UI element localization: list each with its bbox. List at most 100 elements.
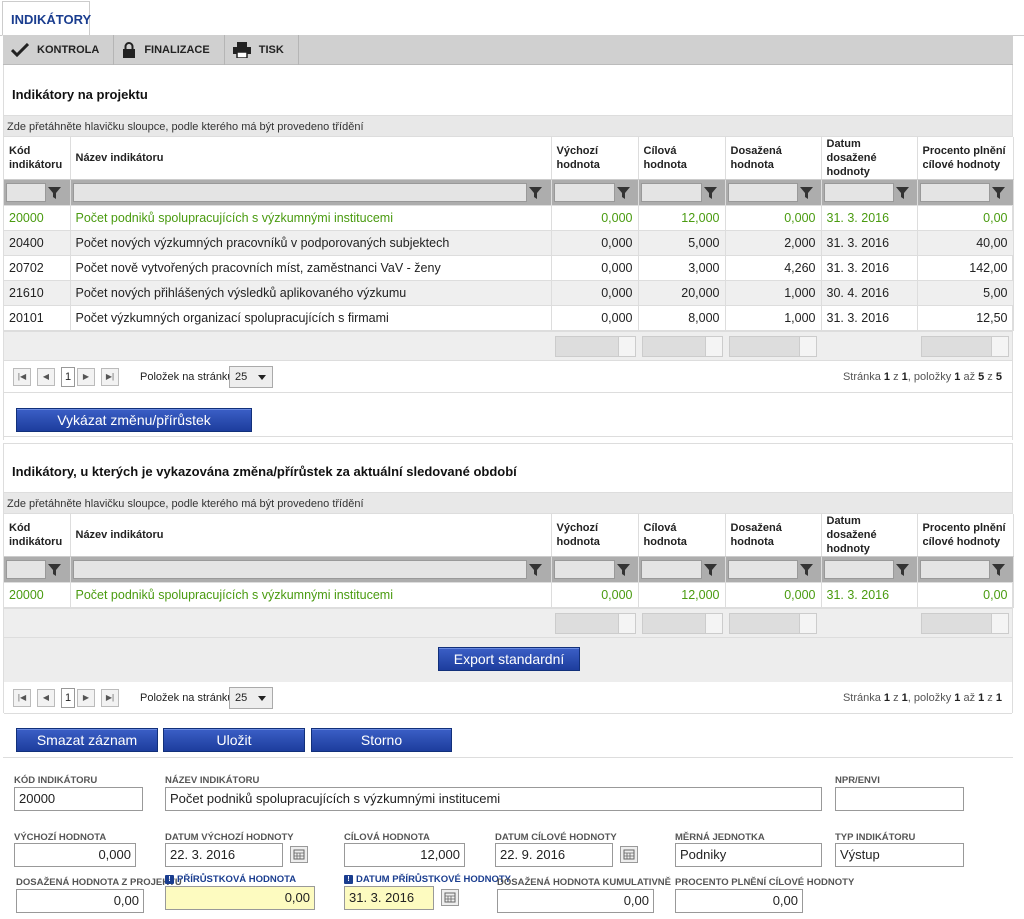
nazev-field[interactable]: Počet podniků spolupracujících s výzkumn… bbox=[165, 787, 822, 811]
aggregate-select[interactable] bbox=[642, 613, 723, 634]
col-dosazena[interactable]: Dosažená hodnota bbox=[725, 137, 822, 180]
filter-input[interactable] bbox=[553, 183, 615, 202]
calendar-icon[interactable] bbox=[441, 889, 459, 906]
aggregate-select[interactable] bbox=[921, 613, 1009, 634]
table-row[interactable]: 21610 Počet nových přihlášených výsledků … bbox=[4, 280, 1014, 306]
tab-indikatory[interactable]: INDIKÁTORY bbox=[2, 1, 91, 36]
smazat-button[interactable]: Smazat záznam bbox=[16, 728, 158, 752]
table-row[interactable]: 20101 Počet výzkumných organizací spolupr… bbox=[4, 305, 1014, 331]
filter-icon[interactable] bbox=[991, 186, 1005, 199]
col-datum[interactable]: Datum dosažené hodnoty bbox=[821, 514, 918, 557]
page-info: Stránka 1 z 1, položky 1 až 5 z 5 bbox=[842, 371, 1002, 383]
calendar-icon[interactable] bbox=[620, 846, 638, 863]
filter-icon[interactable] bbox=[528, 186, 542, 199]
table-row[interactable]: 20000 Počet podniků spolupracujících s vý… bbox=[4, 582, 1014, 608]
finalizace-button[interactable]: FINALIZACE bbox=[114, 34, 225, 65]
aggregate-select[interactable] bbox=[729, 336, 817, 357]
col-vychozi[interactable]: Výchozí hodnota bbox=[551, 137, 639, 180]
filter-input[interactable] bbox=[919, 183, 990, 202]
col-dosazena[interactable]: Dosažená hodnota bbox=[725, 514, 822, 557]
col-vychozi[interactable]: Výchozí hodnota bbox=[551, 514, 639, 557]
table-row[interactable]: 20702 Počet nově vytvořených pracovních m… bbox=[4, 255, 1014, 281]
datum-prir-field[interactable]: 31. 3. 2016 bbox=[344, 886, 434, 910]
next-page-icon[interactable]: ▶ bbox=[77, 689, 95, 707]
vychozi-field[interactable]: 0,000 bbox=[14, 843, 136, 867]
filter-input[interactable] bbox=[919, 560, 990, 579]
aggregate-select[interactable] bbox=[642, 336, 723, 357]
last-page-icon[interactable]: ▶| bbox=[101, 689, 119, 707]
ulozit-button[interactable]: Uložit bbox=[163, 728, 305, 752]
aggregate-select[interactable] bbox=[921, 336, 1009, 357]
export-button[interactable]: Export standardní bbox=[438, 647, 580, 671]
table-row[interactable]: 20000 Počet podniků spolupracujících s vý… bbox=[4, 205, 1014, 231]
filter-input[interactable] bbox=[640, 183, 702, 202]
filter-icon[interactable] bbox=[895, 563, 909, 576]
prev-page-icon[interactable]: ◀ bbox=[37, 368, 55, 386]
filter-input[interactable] bbox=[72, 560, 527, 579]
filter-icon[interactable] bbox=[703, 563, 717, 576]
col-procento[interactable]: Procento plnění cílové hodnoty bbox=[917, 137, 1014, 180]
filter-input[interactable] bbox=[823, 183, 894, 202]
npr-field[interactable] bbox=[835, 787, 964, 811]
table-row[interactable]: 20400 Počet nových výzkumných pracovníků … bbox=[4, 230, 1014, 256]
datum-cilove-field[interactable]: 22. 9. 2016 bbox=[495, 843, 613, 867]
filter-input[interactable] bbox=[727, 183, 798, 202]
col-kod[interactable]: Kód indikátoru bbox=[4, 514, 71, 557]
vychozi-label: VÝCHOZÍ HODNOTA bbox=[14, 832, 107, 843]
last-page-icon[interactable]: ▶| bbox=[101, 368, 119, 386]
typ-field[interactable]: Výstup bbox=[835, 843, 964, 867]
prev-page-icon[interactable]: ◀ bbox=[37, 689, 55, 707]
filter-icon[interactable] bbox=[895, 186, 909, 199]
procento-field[interactable]: 0,00 bbox=[675, 889, 803, 913]
page-number[interactable]: 1 bbox=[61, 367, 75, 387]
calendar-icon[interactable] bbox=[290, 846, 308, 863]
col-nazev[interactable]: Název indikátoru bbox=[70, 514, 552, 557]
filter-icon[interactable] bbox=[528, 563, 542, 576]
col-kod[interactable]: Kód indikátoru bbox=[4, 137, 71, 180]
col-cilova[interactable]: Cílová hodnota bbox=[638, 514, 726, 557]
merna-field[interactable]: Podniky bbox=[675, 843, 822, 867]
filter-icon[interactable] bbox=[703, 186, 717, 199]
cell-dosazena: 0,000 bbox=[725, 582, 822, 608]
per-page-select[interactable]: 25 bbox=[229, 687, 273, 709]
dosazena-field[interactable]: 0,00 bbox=[16, 889, 144, 913]
filter-input[interactable] bbox=[72, 183, 527, 202]
filter-icon[interactable] bbox=[48, 563, 61, 576]
datum-vychozi-field[interactable]: 22. 3. 2016 bbox=[165, 843, 283, 867]
kontrola-button[interactable]: KONTROLA bbox=[3, 34, 115, 65]
prirustkova-field[interactable]: 0,00 bbox=[165, 886, 315, 910]
col-datum[interactable]: Datum dosažené hodnoty bbox=[821, 137, 918, 180]
filter-icon[interactable] bbox=[991, 563, 1005, 576]
kod-field[interactable]: 20000 bbox=[14, 787, 143, 811]
filter-icon[interactable] bbox=[616, 186, 630, 199]
first-page-icon[interactable]: |◀ bbox=[13, 368, 31, 386]
vykazat-button[interactable]: Vykázat změnu/přírůstek bbox=[16, 408, 252, 432]
filter-input[interactable] bbox=[6, 183, 46, 202]
first-page-icon[interactable]: |◀ bbox=[13, 689, 31, 707]
filter-input[interactable] bbox=[553, 560, 615, 579]
filter-icon[interactable] bbox=[616, 563, 630, 576]
col-nazev[interactable]: Název indikátoru bbox=[70, 137, 552, 180]
kumulativne-field[interactable]: 0,00 bbox=[497, 889, 654, 913]
tisk-button[interactable]: TISK bbox=[225, 34, 299, 65]
filter-icon[interactable] bbox=[799, 186, 813, 199]
procento-label: PROCENTO PLNĚNÍ CÍLOVÉ HODNOTY bbox=[675, 877, 855, 888]
filter-input[interactable] bbox=[640, 560, 702, 579]
per-page-select[interactable]: 25 bbox=[229, 366, 273, 388]
chevron-down-icon bbox=[258, 696, 266, 701]
cell-procento: 0,00 bbox=[917, 205, 1014, 231]
aggregate-select[interactable] bbox=[555, 336, 636, 357]
filter-icon[interactable] bbox=[799, 563, 813, 576]
filter-icon[interactable] bbox=[48, 186, 61, 199]
aggregate-select[interactable] bbox=[729, 613, 817, 634]
col-cilova[interactable]: Cílová hodnota bbox=[638, 137, 726, 180]
storno-button[interactable]: Storno bbox=[311, 728, 452, 752]
filter-input[interactable] bbox=[823, 560, 894, 579]
col-procento[interactable]: Procento plnění cílové hodnoty bbox=[917, 514, 1014, 557]
next-page-icon[interactable]: ▶ bbox=[77, 368, 95, 386]
filter-input[interactable] bbox=[6, 560, 46, 579]
cilova-field[interactable]: 12,000 bbox=[344, 843, 465, 867]
aggregate-select[interactable] bbox=[555, 613, 636, 634]
filter-input[interactable] bbox=[727, 560, 798, 579]
page-number[interactable]: 1 bbox=[61, 688, 75, 708]
